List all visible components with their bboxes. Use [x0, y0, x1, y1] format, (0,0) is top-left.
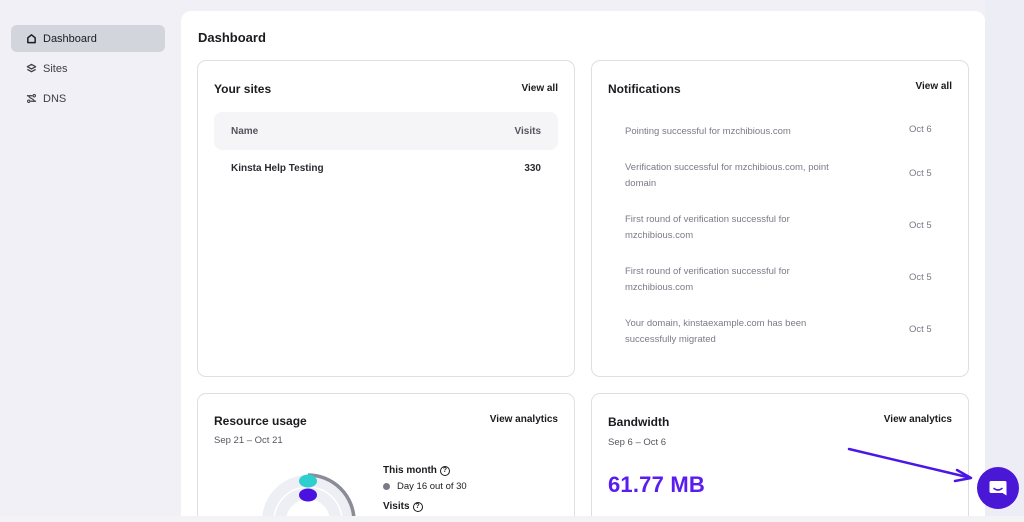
notification-date: Oct 5 — [909, 168, 932, 179]
notification-text: First round of verification successful f… — [625, 266, 790, 293]
date-range: Sep 21 – Oct 21 — [214, 435, 283, 446]
help-icon[interactable]: ? — [412, 501, 423, 512]
view-analytics-link[interactable]: View analytics — [489, 414, 558, 425]
notification-text: First round of verification successful f… — [625, 214, 790, 241]
site-name[interactable]: Kinsta Help Testing — [231, 163, 324, 174]
page-title: Dashboard — [198, 30, 266, 45]
this-month-label: This month ? — [383, 465, 450, 476]
view-all-notifications-link[interactable]: View all — [915, 81, 952, 92]
help-icon[interactable]: ? — [439, 465, 450, 476]
notification-date: Oct 5 — [909, 324, 932, 335]
column-header-name: Name — [231, 126, 259, 137]
view-all-sites-link[interactable]: View all — [521, 83, 558, 94]
resource-usage-card: Resource usage View analytics Sep 21 – O… — [197, 393, 575, 522]
sidebar-item-dashboard[interactable]: Dashboard — [11, 25, 165, 52]
your-sites-card: Your sites View all Name Visits Kinsta H… — [197, 60, 575, 377]
resource-donut-chart — [262, 473, 356, 522]
card-title: Your sites — [214, 82, 272, 96]
layers-icon — [25, 63, 37, 75]
chat-button[interactable] — [977, 467, 1019, 509]
column-header-visits: Visits — [514, 126, 542, 137]
chat-icon — [989, 481, 1007, 496]
home-icon — [25, 33, 37, 45]
sidebar-item-label: Dashboard — [43, 32, 97, 45]
notifications-card: Notifications View all Pointing successf… — [591, 60, 969, 377]
notification-text: Verification successful for mzchibious.c… — [625, 162, 829, 189]
notification-text: Your domain, kinstaexample.com has been s… — [625, 318, 807, 345]
sidebar-item-label: DNS — [43, 92, 67, 105]
notification-date: Oct 5 — [909, 272, 932, 283]
bandwidth-card: Bandwidth View analytics Sep 6 – Oct 6 6… — [591, 393, 969, 522]
bandwidth-value: 61.77 MB — [608, 472, 705, 497]
site-visits: 330 — [524, 163, 541, 174]
card-title: Notifications — [608, 82, 681, 96]
sidebar-item-label: Sites — [43, 62, 68, 75]
legend-dot — [383, 483, 390, 490]
notification-date: Oct 5 — [909, 220, 932, 231]
notification-date: Oct 6 — [909, 124, 932, 135]
table-header: Name Visits — [214, 112, 558, 150]
card-title: Bandwidth — [608, 415, 670, 429]
main-panel: Dashboard Your sites View all Name Visit… — [181, 11, 985, 522]
date-range: Sep 6 – Oct 6 — [608, 437, 667, 448]
card-title: Resource usage — [214, 414, 307, 428]
view-analytics-link[interactable]: View analytics — [883, 414, 952, 425]
day-progress: Day 16 out of 30 — [383, 481, 467, 492]
sidebar: Dashboard Sites DNS — [0, 0, 170, 516]
notification-text: Pointing successful for mzchibious.com — [625, 126, 791, 137]
sidebar-item-sites[interactable]: Sites — [11, 55, 165, 82]
right-rail — [985, 0, 1024, 516]
visits-label: Visits ? — [383, 501, 423, 512]
sidebar-item-dns[interactable]: DNS — [11, 85, 165, 112]
dns-route-icon — [25, 93, 37, 105]
bottom-strip — [0, 516, 1024, 522]
